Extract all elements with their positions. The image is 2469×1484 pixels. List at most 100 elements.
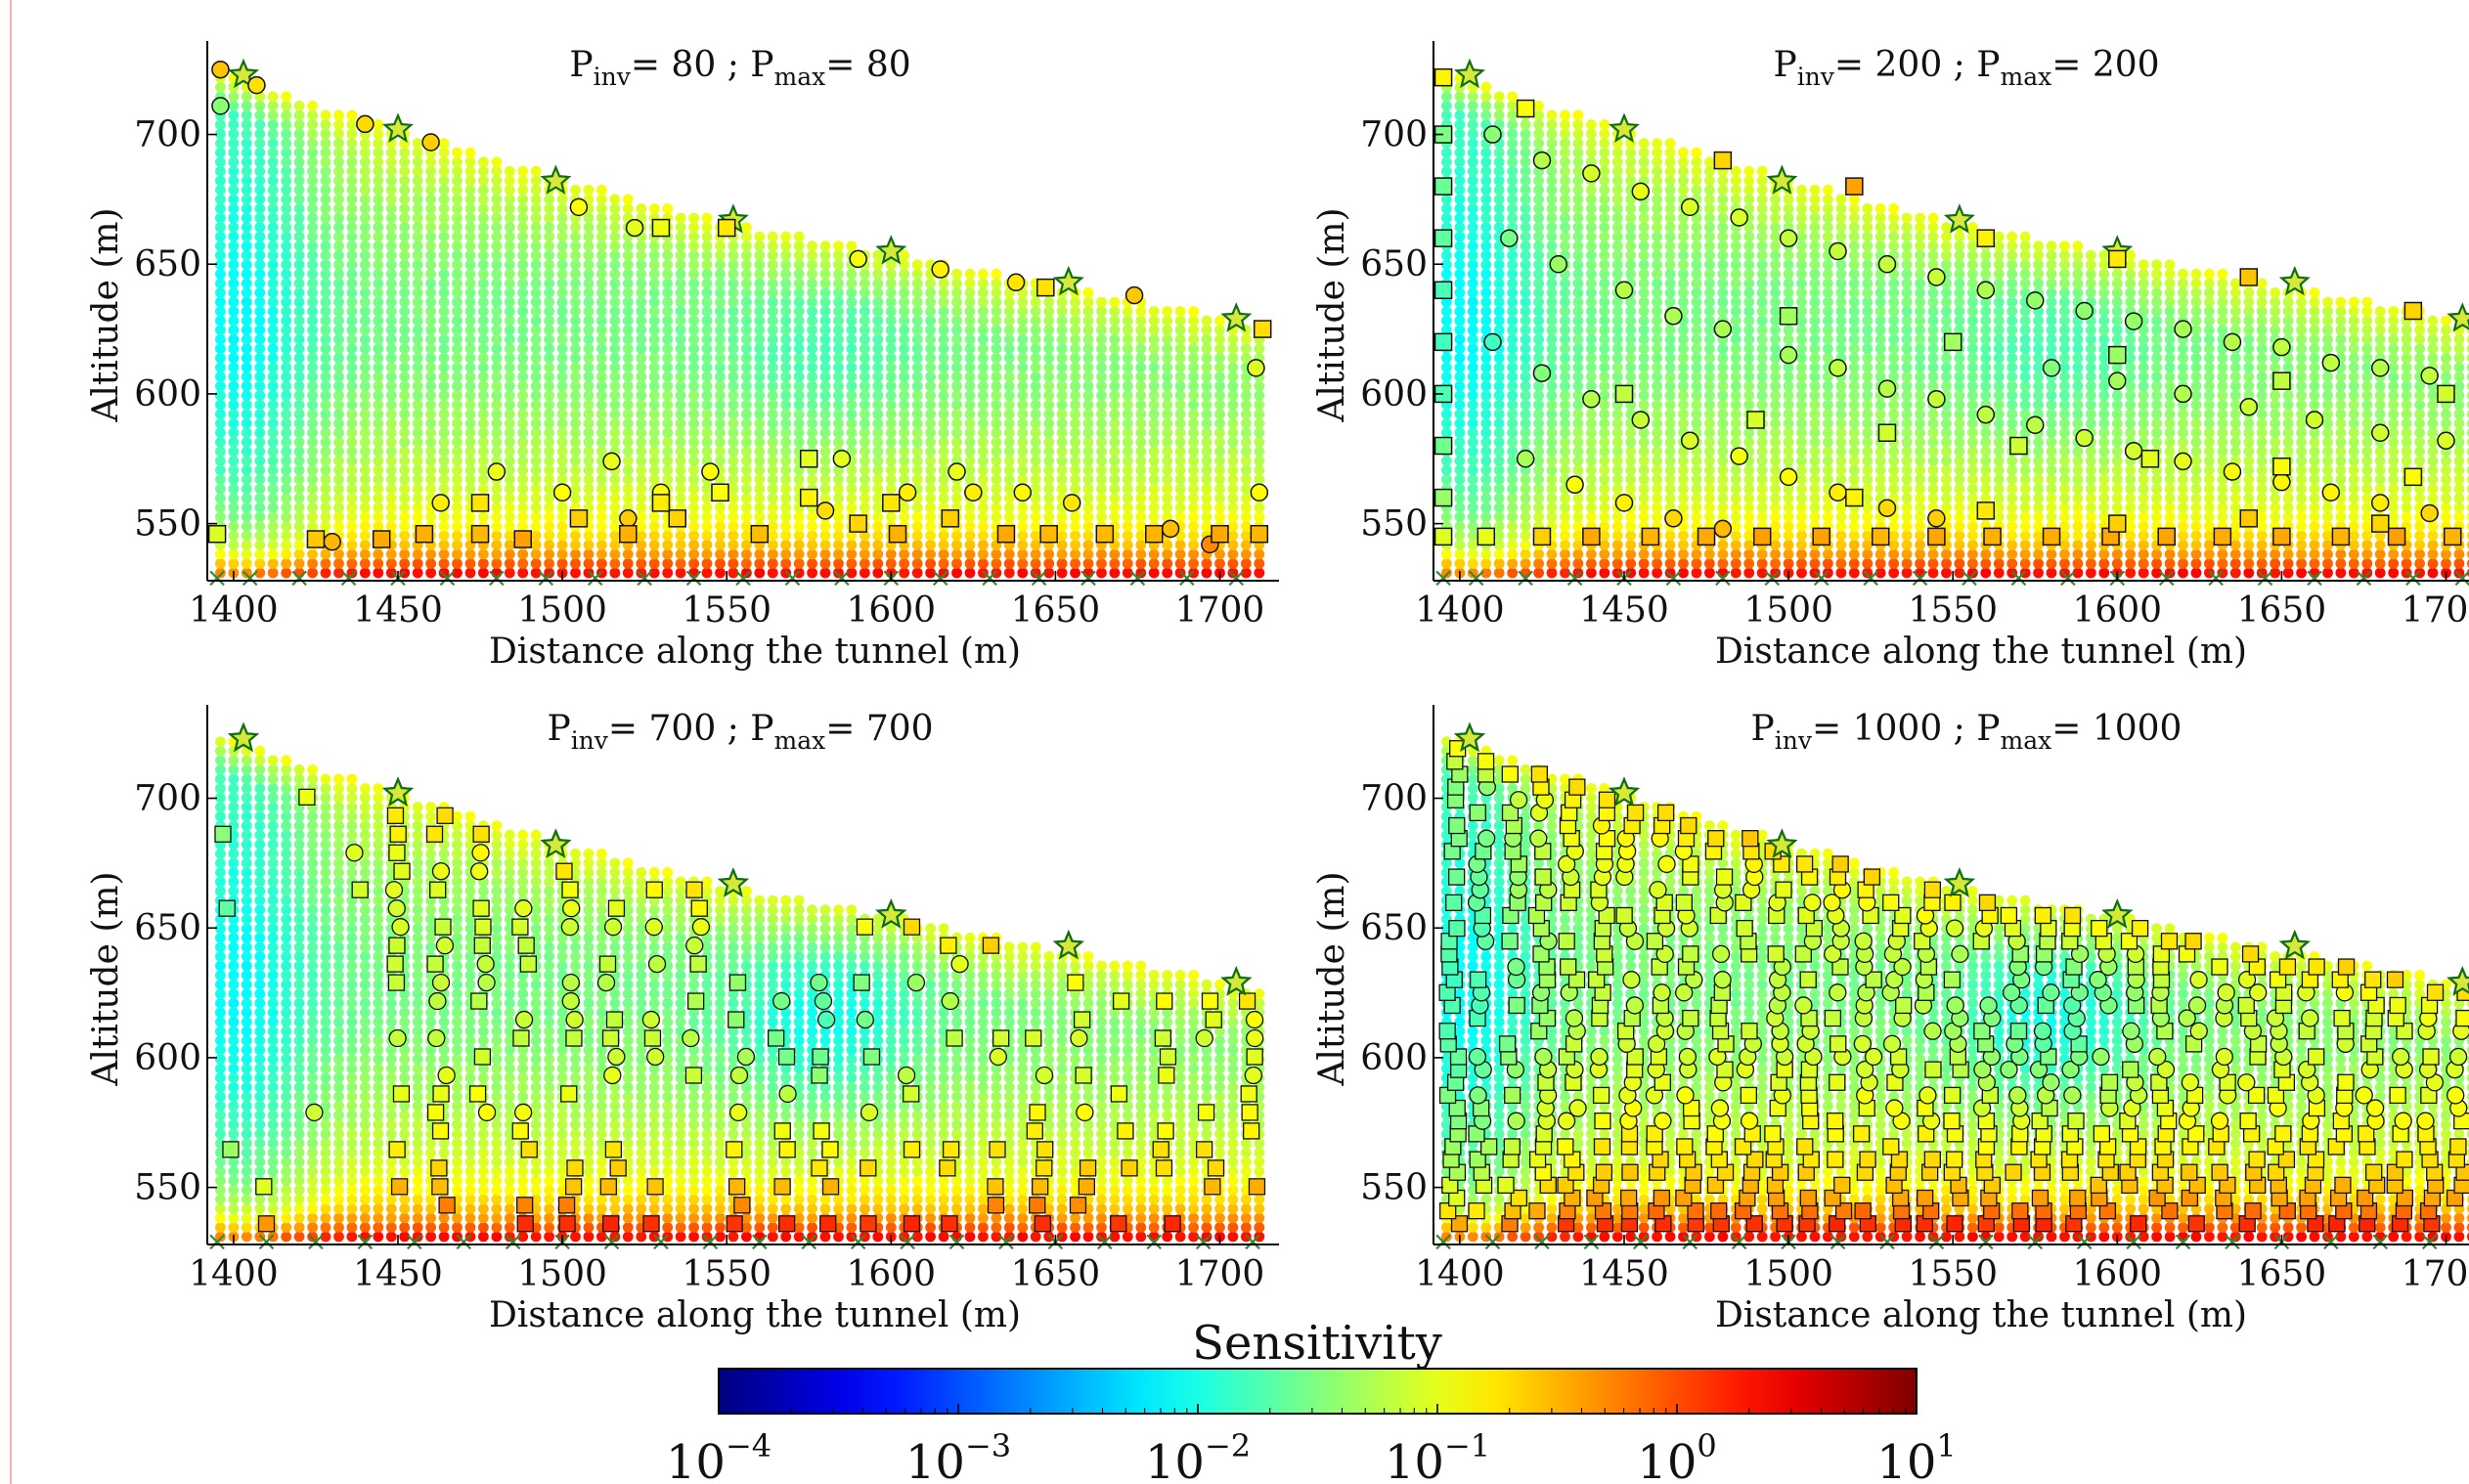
- field-point: [754, 567, 766, 579]
- field-point: [504, 222, 515, 233]
- field-point: [1599, 240, 1610, 252]
- field-point: [583, 371, 595, 382]
- field-point: [1848, 530, 1860, 542]
- field-point: [517, 548, 529, 560]
- field-point: [727, 287, 739, 298]
- field-point: [530, 371, 542, 382]
- field-point: [544, 352, 554, 364]
- field-point: [530, 456, 542, 466]
- field-point: [307, 175, 318, 187]
- field-point: [872, 287, 884, 298]
- field-point: [1927, 231, 1939, 242]
- field-point: [241, 399, 252, 411]
- square-point: [1039, 524, 1058, 544]
- field-point: [307, 352, 318, 364]
- field-point: [333, 456, 344, 466]
- field-point: [267, 165, 279, 177]
- field-point: [1043, 427, 1055, 439]
- field-point: [1162, 502, 1173, 513]
- field-point: [556, 530, 568, 542]
- field-point: [1096, 409, 1107, 419]
- field-point: [530, 530, 542, 542]
- field-point: [1188, 464, 1199, 476]
- field-point: [1214, 511, 1225, 523]
- field-point: [1546, 558, 1558, 569]
- field-point: [254, 399, 266, 411]
- field-point: [412, 493, 423, 503]
- field-point: [675, 483, 686, 495]
- field-point: [675, 231, 686, 242]
- field-point: [452, 502, 463, 513]
- field-point: [293, 222, 305, 233]
- field-point: [1691, 390, 1702, 401]
- field-point: [1227, 409, 1239, 419]
- field-point: [215, 165, 226, 177]
- field-point: [570, 249, 581, 261]
- field-point: [1599, 315, 1610, 327]
- field-point: [1586, 194, 1597, 205]
- field-point: [741, 333, 752, 345]
- field-point: [530, 567, 542, 579]
- field-point: [307, 306, 318, 317]
- field-point: [517, 231, 529, 242]
- field-point: [1454, 100, 1466, 111]
- field-point: [360, 493, 371, 503]
- field-point: [360, 380, 371, 392]
- field-point: [596, 399, 607, 411]
- field-point: [701, 306, 713, 317]
- field-point: [254, 165, 266, 177]
- field-point: [1638, 371, 1650, 382]
- field-point: [281, 352, 292, 364]
- field-point: [1874, 203, 1886, 214]
- field-point: [1678, 456, 1689, 466]
- field-point: [385, 333, 397, 345]
- field-point: [833, 520, 844, 532]
- field-point: [412, 184, 423, 196]
- field-point: [1572, 184, 1584, 196]
- field-point: [373, 362, 384, 373]
- field-point: [1560, 380, 1570, 392]
- field-point: [1520, 371, 1531, 382]
- field-point: [964, 548, 976, 560]
- field-point: [780, 371, 792, 382]
- field-point: [622, 362, 634, 373]
- field-point: [320, 184, 331, 196]
- field-point: [1254, 567, 1265, 579]
- field-point: [1717, 184, 1729, 196]
- field-point: [1652, 138, 1662, 150]
- field-point: [1717, 343, 1729, 355]
- field-point: [254, 558, 266, 569]
- field-point: [1148, 427, 1160, 439]
- field-point: [1625, 362, 1637, 373]
- field-point: [1082, 380, 1094, 392]
- field-point: [517, 380, 529, 392]
- field-point: [452, 380, 463, 392]
- field-point: [254, 147, 266, 158]
- field-point: [293, 128, 305, 140]
- field-point: [609, 287, 621, 298]
- field-point: [925, 278, 936, 289]
- field-point: [688, 231, 699, 242]
- field-point: [648, 203, 660, 214]
- field-point: [1480, 194, 1492, 205]
- field-point: [1783, 296, 1794, 308]
- field-point: [281, 203, 292, 214]
- field-point: [1214, 427, 1225, 439]
- field-point: [872, 540, 884, 550]
- field-point: [399, 520, 411, 532]
- field-point: [899, 511, 910, 523]
- field-point: [399, 222, 411, 233]
- field-point: [464, 249, 476, 261]
- field-point: [360, 520, 371, 532]
- field-point: [1109, 371, 1121, 382]
- x-point: [1129, 570, 1146, 587]
- field-point: [991, 474, 1002, 485]
- field-point: [254, 156, 266, 168]
- field-point: [1520, 399, 1531, 411]
- field-point: [1652, 380, 1662, 392]
- field-point: [767, 259, 778, 271]
- field-point: [281, 436, 292, 448]
- field-point: [938, 474, 949, 485]
- field-point: [1030, 427, 1041, 439]
- field-point: [1030, 520, 1041, 532]
